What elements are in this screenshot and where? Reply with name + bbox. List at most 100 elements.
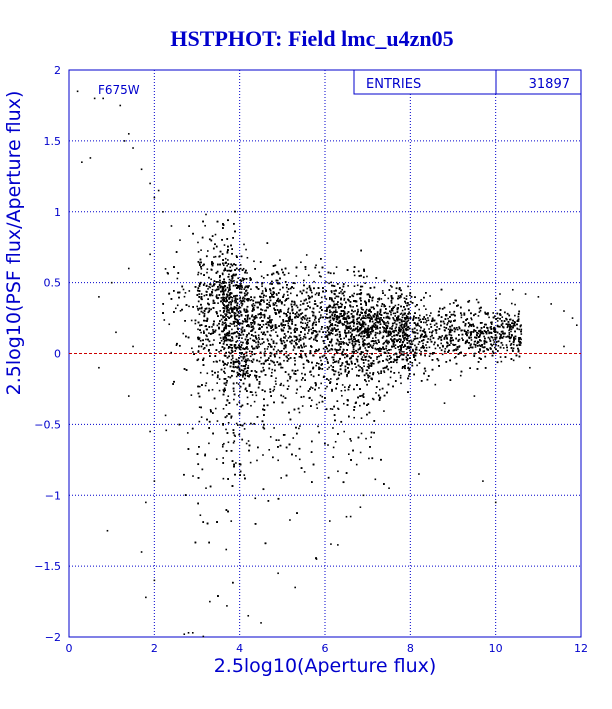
data-point <box>394 327 397 330</box>
data-point <box>252 335 255 337</box>
data-point <box>266 348 269 350</box>
data-point <box>253 304 256 307</box>
data-point <box>243 300 246 303</box>
data-point <box>206 335 208 338</box>
data-point <box>309 296 312 299</box>
data-point <box>394 315 397 317</box>
data-point <box>383 342 386 344</box>
data-point <box>275 350 278 353</box>
data-point <box>243 288 246 290</box>
data-point <box>190 319 193 322</box>
data-point <box>300 355 303 357</box>
data-point <box>287 322 290 324</box>
data-point <box>225 313 228 315</box>
data-point <box>295 455 297 457</box>
data-point <box>429 335 432 338</box>
data-point <box>393 358 396 361</box>
data-point <box>296 306 299 309</box>
data-point <box>229 312 231 315</box>
data-point <box>412 348 414 351</box>
data-point <box>466 341 468 343</box>
data-point <box>340 341 342 343</box>
data-point <box>331 330 334 332</box>
data-point <box>196 305 198 308</box>
data-point <box>310 374 313 376</box>
data-point <box>291 318 294 321</box>
data-point <box>325 298 328 300</box>
data-point <box>246 318 249 321</box>
data-point <box>217 302 219 304</box>
data-point <box>386 359 389 362</box>
data-point <box>235 321 238 323</box>
data-point <box>324 387 327 390</box>
data-point <box>330 291 333 294</box>
data-point <box>309 287 312 290</box>
data-point <box>409 322 411 324</box>
data-point <box>198 385 201 388</box>
data-point <box>468 299 471 302</box>
data-point <box>418 349 421 352</box>
data-point <box>284 337 286 339</box>
data-point <box>380 305 383 307</box>
data-point <box>182 332 185 335</box>
data-point <box>360 324 362 327</box>
data-point <box>390 311 392 314</box>
data-point <box>230 282 233 284</box>
data-point <box>496 320 499 322</box>
data-point <box>488 338 491 340</box>
data-point <box>280 329 283 332</box>
data-point <box>311 310 314 313</box>
data-point <box>410 339 412 342</box>
data-point <box>200 249 202 251</box>
data-point <box>190 394 193 396</box>
data-point <box>317 349 320 352</box>
data-point <box>342 350 344 353</box>
data-point <box>279 362 281 365</box>
data-point <box>216 420 219 422</box>
data-point <box>303 395 305 398</box>
data-point <box>205 487 207 489</box>
data-point <box>353 315 355 318</box>
data-point <box>399 374 402 377</box>
data-point <box>242 376 244 378</box>
data-point <box>278 282 281 285</box>
data-point <box>198 406 201 409</box>
data-point <box>199 514 202 517</box>
data-point <box>198 337 201 339</box>
data-point <box>222 338 225 341</box>
data-point <box>377 371 379 373</box>
data-point <box>228 278 231 281</box>
data-point <box>223 244 226 246</box>
data-point <box>332 319 335 321</box>
data-point <box>256 459 258 462</box>
data-point <box>211 374 214 376</box>
data-point <box>399 330 402 333</box>
data-point <box>395 326 398 328</box>
data-point <box>433 343 435 346</box>
data-point <box>191 347 193 350</box>
data-point <box>359 293 362 296</box>
data-point <box>233 315 236 318</box>
data-point <box>343 313 345 315</box>
data-point <box>425 314 428 316</box>
data-point <box>385 345 388 347</box>
data-point <box>303 279 305 282</box>
data-point <box>315 403 318 406</box>
data-point <box>356 293 359 295</box>
data-point <box>386 315 389 318</box>
data-point <box>360 417 363 419</box>
data-point <box>200 268 203 270</box>
data-point <box>327 328 330 331</box>
data-point <box>393 353 395 356</box>
data-point <box>239 310 242 313</box>
data-point <box>437 338 440 340</box>
data-point <box>405 356 408 358</box>
data-point <box>440 342 442 345</box>
data-point <box>477 315 480 317</box>
data-point <box>408 341 411 343</box>
data-point <box>500 360 503 363</box>
data-point <box>508 332 511 334</box>
data-point <box>223 348 225 351</box>
data-point <box>389 284 392 287</box>
data-point <box>346 332 348 334</box>
